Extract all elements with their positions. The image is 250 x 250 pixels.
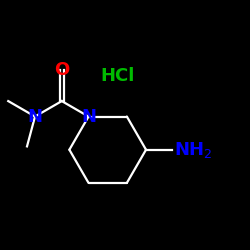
Text: O: O [54, 61, 70, 79]
Text: N: N [28, 108, 42, 126]
Text: NH$_2$: NH$_2$ [174, 140, 212, 160]
Text: HCl: HCl [100, 66, 135, 84]
Text: N: N [81, 108, 96, 126]
